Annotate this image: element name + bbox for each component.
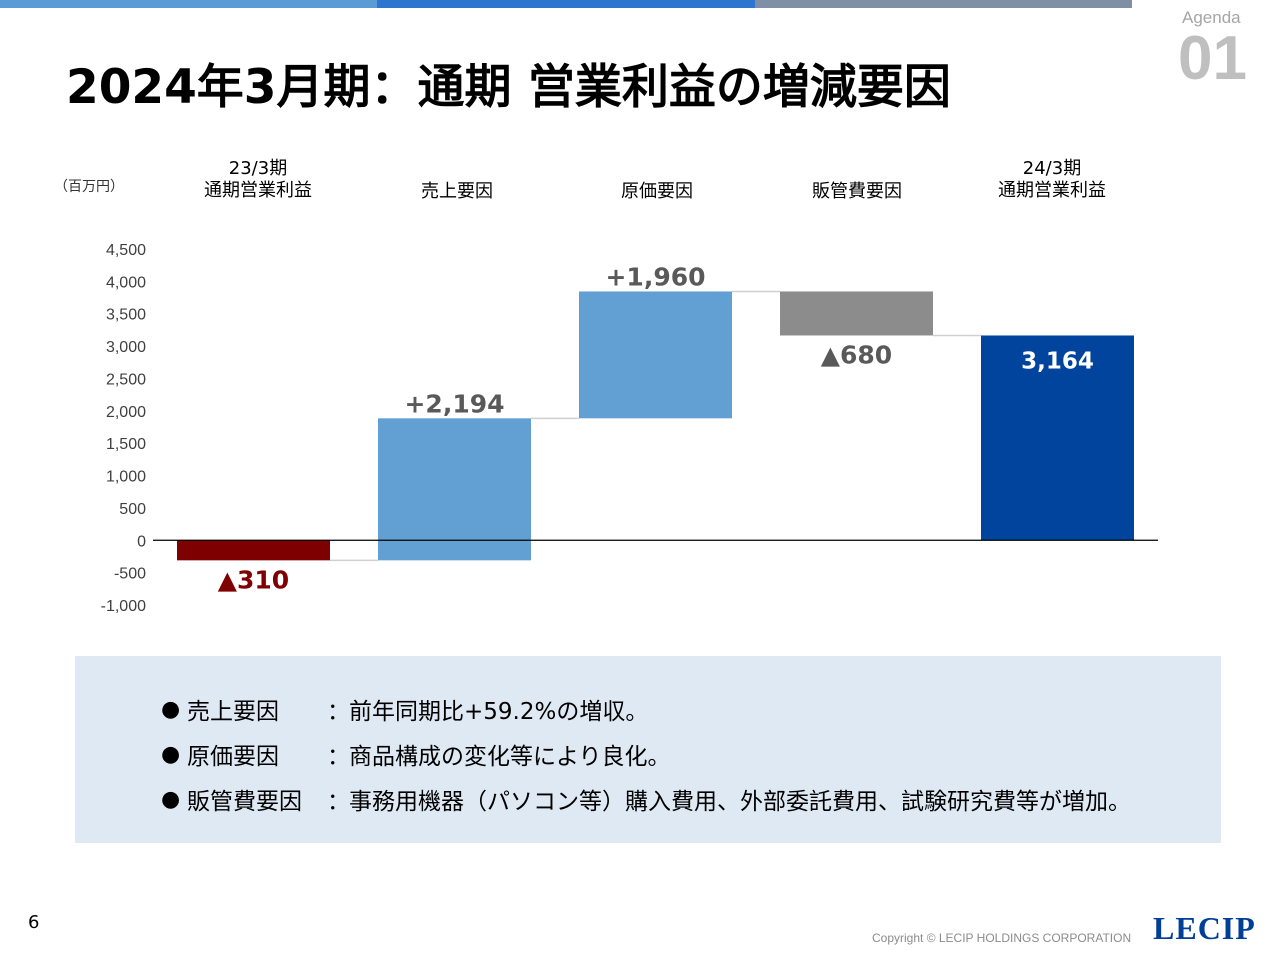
top-bar-segment-1 bbox=[0, 0, 378, 8]
page-number: 6 bbox=[28, 912, 40, 933]
y-tick-label: 0 bbox=[137, 533, 146, 550]
summary-row-text: 商品構成の変化等により良化。 bbox=[349, 744, 671, 770]
category-label-3-line2: 販管費要因 bbox=[812, 181, 902, 202]
category-label-4-line1: 24/3期 bbox=[1022, 158, 1082, 179]
chart-unit-label: （百万円） bbox=[54, 179, 124, 195]
category-label-1-line2: 売上要因 bbox=[421, 181, 493, 202]
summary-row-text: 前年同期比+59.2%の増収。 bbox=[349, 699, 649, 725]
bar-0 bbox=[177, 540, 330, 561]
company-logo: LECIP bbox=[1153, 910, 1256, 946]
bar-2 bbox=[579, 291, 732, 419]
copyright-text: Copyright © LECIP HOLDINGS CORPORATION bbox=[872, 931, 1132, 945]
category-label-4: 24/3期 通期営業利益 bbox=[962, 158, 1142, 202]
category-label-2-line2: 原価要因 bbox=[621, 181, 693, 202]
data-label-1: +2,194 bbox=[404, 389, 504, 418]
agenda-label: Agenda bbox=[1182, 8, 1241, 27]
agenda-number: 01 bbox=[1178, 24, 1247, 93]
category-label-2: 原価要因 bbox=[567, 181, 747, 203]
summary-box: ● 売上要因 ： 前年同期比+59.2%の増収。 ● 原価要因 ： 商品構成の変… bbox=[75, 656, 1221, 843]
category-label-0-line2: 通期営業利益 bbox=[204, 180, 312, 201]
summary-row-2: ● 販管費要因 ： 事務用機器（パソコン等）購入費用、外部委託費用、試験研究費等… bbox=[161, 782, 1131, 816]
data-label-2: +1,960 bbox=[605, 262, 705, 291]
summary-row-label: 原価要因 bbox=[187, 744, 279, 770]
summary-row-text: 事務用機器（パソコン等）購入費用、外部委託費用、試験研究費等が増加。 bbox=[349, 789, 1131, 815]
bar-3 bbox=[780, 291, 933, 336]
y-tick-label: -1,000 bbox=[101, 598, 146, 615]
y-tick-label: 1,500 bbox=[106, 436, 146, 453]
y-tick-label: 1,000 bbox=[106, 469, 146, 486]
summary-colon: ： bbox=[327, 699, 350, 725]
summary-row-0: ● 売上要因 ： 前年同期比+59.2%の増収。 bbox=[161, 692, 648, 726]
y-tick-label: 3,000 bbox=[106, 339, 146, 356]
category-label-4-line2: 通期営業利益 bbox=[998, 180, 1106, 201]
category-label-3: 販管費要因 bbox=[767, 181, 947, 203]
y-tick-label: 4,000 bbox=[106, 274, 146, 291]
summary-row-label: 売上要因 bbox=[187, 699, 279, 725]
data-label-3: ▲680 bbox=[821, 340, 892, 369]
bar-1 bbox=[378, 418, 531, 561]
summary-colon: ： bbox=[327, 789, 350, 815]
category-label-0-line1: 23/3期 bbox=[228, 158, 288, 179]
top-color-bar bbox=[0, 0, 1132, 8]
y-tick-label: -500 bbox=[114, 566, 146, 583]
data-label-4: 3,164 bbox=[1021, 348, 1094, 374]
y-tick-label: 2,000 bbox=[106, 404, 146, 421]
page-title: 2024年3月期：通期 営業利益の増減要因 bbox=[66, 60, 951, 115]
bullet-icon: ● bbox=[161, 786, 181, 812]
bullet-icon: ● bbox=[161, 696, 181, 722]
y-tick-label: 500 bbox=[119, 501, 146, 518]
y-tick-label: 3,500 bbox=[106, 307, 146, 324]
category-label-0: 23/3期 通期営業利益 bbox=[168, 158, 348, 202]
data-label-0: ▲310 bbox=[218, 565, 289, 594]
y-tick-label: 4,500 bbox=[106, 242, 146, 259]
bar-4 bbox=[981, 335, 1134, 541]
summary-row-1: ● 原価要因 ： 商品構成の変化等により良化。 bbox=[161, 737, 671, 771]
summary-row-label: 販管費要因 bbox=[187, 789, 302, 815]
summary-colon: ： bbox=[327, 744, 350, 770]
category-label-1: 売上要因 bbox=[367, 181, 547, 203]
y-tick-label: 2,500 bbox=[106, 371, 146, 388]
waterfall-chart: 4,500 4,000 3,500 3,000 2,500 2,000 1,500 1,000… bbox=[101, 242, 1158, 615]
top-bar-segment-3 bbox=[754, 0, 1132, 8]
bullet-icon: ● bbox=[161, 741, 181, 767]
top-bar-segment-2 bbox=[377, 0, 755, 8]
